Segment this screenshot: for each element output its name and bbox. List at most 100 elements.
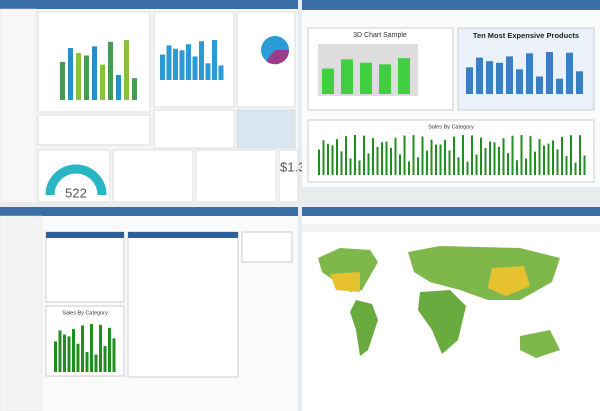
decorative-bar [336, 139, 338, 175]
decorative-bar [186, 44, 191, 80]
decorative-bar [76, 53, 81, 100]
decorative-bar [354, 135, 356, 175]
table-header [46, 232, 124, 238]
bar-chart [54, 324, 116, 372]
decorative-bar [498, 146, 500, 175]
top-bar [302, 207, 600, 216]
card [241, 231, 293, 263]
decorative-bar [453, 136, 455, 175]
africa [418, 290, 466, 354]
top-bar [302, 0, 600, 10]
decorative-bar [85, 352, 89, 372]
decorative-bar [345, 136, 347, 175]
decorative-bar [430, 139, 433, 175]
decorative-bar [381, 142, 383, 175]
card [112, 149, 194, 203]
bar-chart [318, 52, 586, 175]
decorative-bar [412, 135, 415, 175]
decorative-bar [547, 143, 550, 175]
chart-title: Sales By Category [62, 310, 108, 316]
decorative-bar [92, 46, 97, 100]
dashboard-bottom-right [302, 207, 600, 411]
table-header [128, 232, 238, 238]
grid-table [45, 231, 125, 303]
decorative-bar [570, 135, 572, 175]
decorative-bar [372, 138, 374, 175]
decorative-bar [124, 40, 129, 100]
dashboard-top-right: 3D Chart Sample Ten Most Expensive Produ… [302, 0, 600, 187]
decorative-bar [489, 141, 491, 175]
decorative-bar [534, 151, 536, 175]
decorative-bar [358, 160, 361, 175]
australia [520, 330, 560, 358]
decorative-bar [67, 336, 71, 372]
decorative-bar [516, 160, 518, 175]
decorative-bar [466, 161, 469, 175]
decorative-bar [322, 68, 334, 94]
decorative-bar [81, 325, 84, 372]
decorative-bar [385, 141, 388, 175]
decorative-bar [561, 136, 563, 175]
decorative-bar [76, 343, 80, 372]
dashboard-top-left: 522 $1.3 [0, 0, 305, 204]
decorative-bar [493, 142, 496, 175]
chart-title: 3D Chart Sample [353, 32, 407, 39]
decorative-bar [546, 52, 553, 94]
decorative-bar [112, 338, 116, 372]
decorative-bar [484, 147, 487, 175]
decorative-bar [496, 62, 503, 94]
top-bar [0, 207, 298, 216]
decorative-bar [160, 54, 165, 80]
decorative-bar [565, 156, 568, 175]
sidebar [0, 215, 43, 411]
decorative-bar [520, 135, 523, 175]
decorative-bar [58, 330, 62, 372]
decorative-bar [84, 55, 89, 100]
decorative-bar [192, 56, 198, 80]
decorative-bar [390, 147, 392, 175]
decorative-bar [318, 149, 320, 175]
sidebar [0, 8, 37, 204]
decorative-bar [476, 57, 483, 94]
decorative-bar [552, 140, 554, 175]
decorative-bar [466, 67, 473, 94]
decorative-bar [426, 150, 428, 175]
decorative-bar [506, 56, 513, 94]
decorative-bar [394, 137, 397, 175]
decorative-bar [439, 144, 442, 175]
pie-slice [266, 50, 290, 65]
card [195, 149, 277, 203]
card [278, 149, 299, 203]
decorative-bar [457, 157, 460, 175]
decorative-bar [199, 41, 204, 80]
decorative-bar [471, 135, 473, 175]
decorative-bar [525, 158, 527, 175]
decorative-bar [173, 48, 178, 80]
decorative-bar [417, 157, 419, 175]
bar-chart [60, 40, 224, 100]
decorative-bar [218, 65, 224, 80]
decorative-bar [576, 71, 583, 94]
decorative-bar [341, 59, 353, 94]
decorative-bar [166, 45, 172, 80]
decorative-bar [103, 346, 107, 372]
decorative-bar [68, 48, 73, 100]
decorative-bar [579, 135, 581, 175]
chart-title: Sales By Category [428, 124, 474, 130]
kpi-value: $1.3 [280, 159, 305, 174]
decorative-bar [538, 139, 541, 175]
decorative-bar [60, 61, 65, 100]
decorative-bar [556, 78, 563, 94]
china [488, 266, 530, 296]
decorative-bar [566, 52, 573, 94]
decorative-bar [448, 150, 451, 175]
decorative-bar [516, 69, 523, 94]
decorative-bar [54, 341, 57, 372]
decorative-bar [444, 139, 446, 175]
decorative-bar [116, 75, 121, 100]
decorative-bar [349, 158, 352, 175]
card [45, 305, 125, 377]
usa [330, 272, 360, 292]
